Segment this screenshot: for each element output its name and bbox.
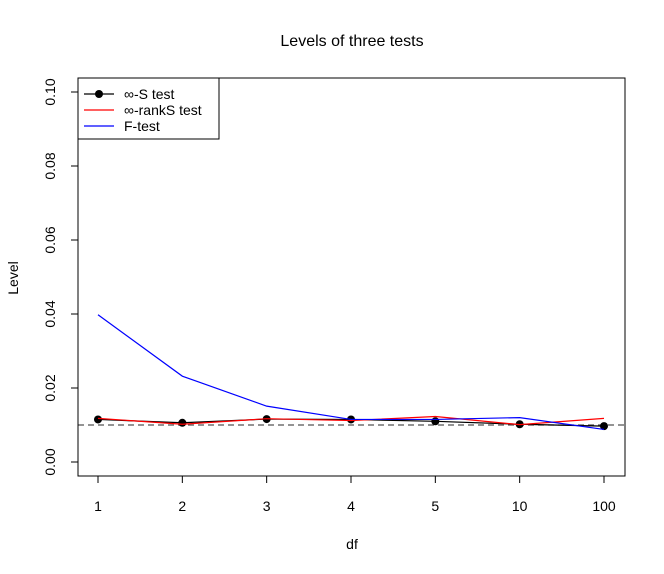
data-point [431,417,440,426]
x-axis-label: df [346,536,358,552]
data-point [600,422,608,431]
x-tick-label: 3 [263,498,271,514]
data-point [178,418,187,427]
x-axis: 1 2 3 4 5 10 100 [94,475,616,514]
chart-title: Levels of three tests [280,33,423,50]
legend-label: ∞-S test [124,86,175,102]
legend-box [77,77,220,140]
data-point [94,415,102,424]
y-tick-label: 0.10 [42,78,58,105]
x-tick-label: 100 [592,498,616,514]
legend-label: ∞-rankS test [124,102,202,118]
series-line-1 [97,415,605,426]
x-tick-label: 10 [512,498,528,514]
legend-label: F-test [124,118,160,134]
y-tick-label: 0.06 [42,226,58,253]
x-tick-label: 1 [94,498,102,514]
series-layer [94,314,608,431]
y-tick-label: 0.08 [42,152,58,179]
x-tick-label: 5 [431,498,439,514]
series-line-2 [97,314,605,431]
x-tick-label: 4 [347,498,355,514]
y-tick-label: 0.02 [42,374,58,401]
y-tick-label: 0.04 [42,300,58,327]
y-axis-label: Level [5,261,21,294]
y-tick-label: 0.00 [42,448,58,475]
legend-marker [95,90,103,98]
y-axis: 0.00 0.02 0.04 0.06 0.08 0.10 [42,78,79,476]
x-tick-label: 2 [178,498,186,514]
